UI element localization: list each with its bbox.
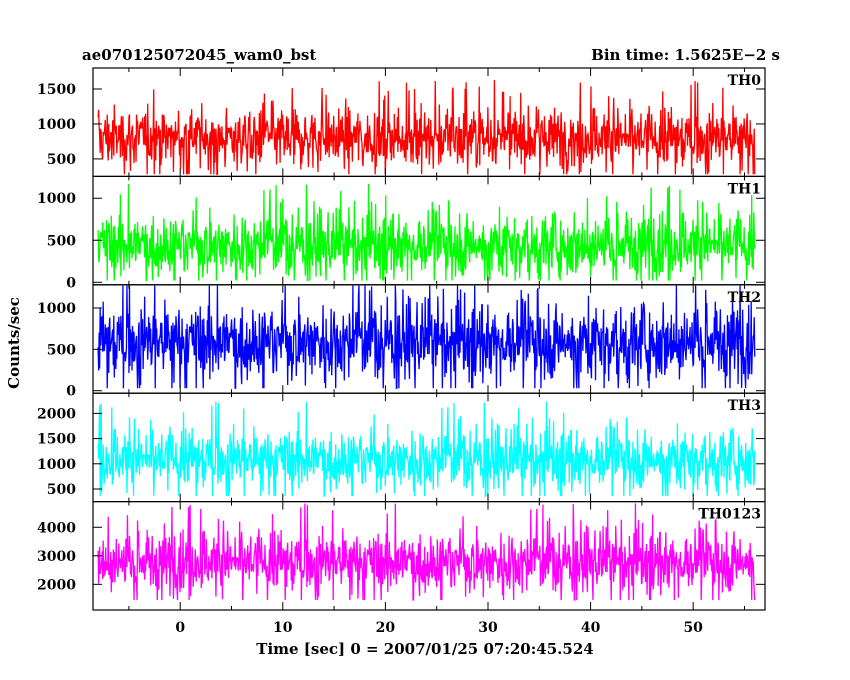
y-tick-label: 500 (47, 152, 76, 168)
y-tick-label: 2000 (37, 406, 76, 422)
series-label: TH3 (728, 398, 761, 414)
series-label: TH1 (728, 181, 761, 197)
x-tick-label: 40 (581, 620, 601, 636)
x-tick-label: 30 (478, 620, 498, 636)
y-tick-label: 1000 (37, 457, 76, 473)
y-tick-label: 500 (47, 482, 76, 498)
series-line-th0 (97, 80, 756, 175)
y-tick-label: 1000 (37, 117, 76, 133)
y-tick-label: 1500 (37, 432, 76, 448)
y-tick-label: 0 (66, 275, 76, 291)
y-tick-label: 1000 (37, 301, 76, 317)
y-tick-label: 1500 (37, 82, 76, 98)
panel-th3: 500 1000 1500 2000 TH3 (37, 392, 766, 503)
series-label: TH0123 (698, 507, 761, 523)
series-label: TH2 (728, 290, 761, 306)
series-label: TH0 (728, 73, 762, 89)
series-line-th2 (97, 285, 756, 389)
x-axis-label: Time [sec] 0 = 2007/01/25 07:20:45.524 (256, 640, 593, 658)
series-line-th0123 (97, 503, 756, 601)
y-tick-label: 500 (47, 233, 76, 249)
y-tick-label: 4000 (37, 520, 76, 536)
y-tick-label: 3000 (37, 549, 76, 565)
y-tick-label: 2000 (37, 577, 76, 593)
panel-th0123: 2000 3000 4000 TH0123 0 10 20 30 40 50 (37, 501, 766, 636)
series-line-th3 (97, 401, 756, 497)
x-tick-label: 10 (273, 620, 293, 636)
panel-th0: 500 1000 1500 TH0 (37, 67, 766, 178)
y-tick-label: 500 (47, 342, 76, 358)
x-tick-label: 20 (376, 620, 396, 636)
panel-th2: 0 500 1000 TH2 (37, 284, 766, 400)
x-tick-label: 0 (175, 620, 185, 636)
y-axis-label: Counts/sec (5, 297, 23, 389)
chart-title: ae070125072045_wam0_bst (82, 46, 316, 64)
x-tick-label: 50 (683, 620, 703, 636)
bin-time-label: Bin time: 1.5625E−2 s (591, 46, 780, 64)
y-tick-label: 1000 (37, 191, 76, 207)
y-tick-label: 0 (66, 384, 76, 400)
panel-th1: 0 500 1000 TH1 (37, 175, 766, 291)
series-line-th1 (97, 183, 756, 282)
